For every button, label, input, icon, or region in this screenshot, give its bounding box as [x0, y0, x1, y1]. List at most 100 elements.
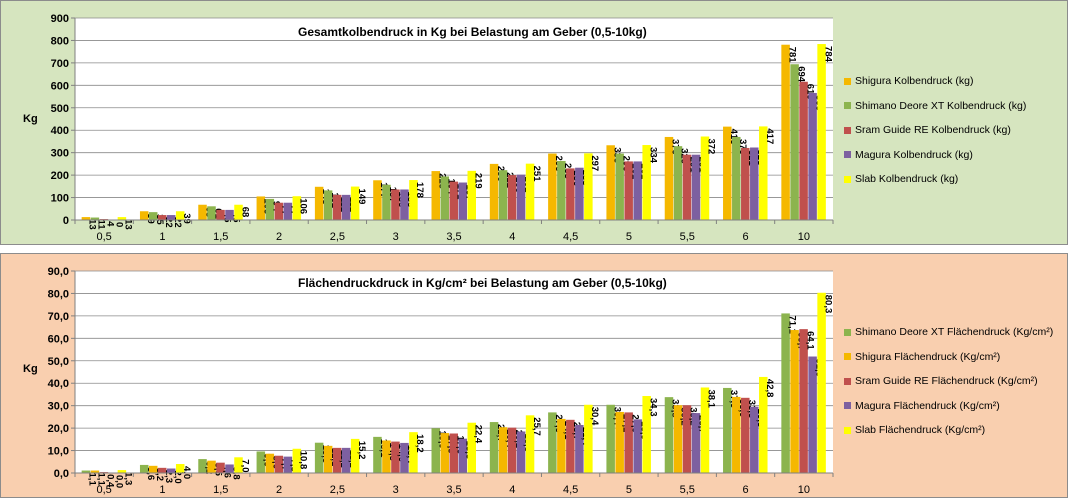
bar — [292, 448, 302, 473]
bar — [449, 181, 458, 220]
legend-label: Magura Kolbendruck (kg) — [855, 148, 973, 161]
legend-item: Shimano Deore XT Kolbendruck (kg) — [844, 94, 1026, 119]
y-axis-label-bottom: Kg — [23, 363, 38, 375]
bar — [642, 396, 651, 473]
bar — [741, 397, 750, 473]
legend-label: Slab Flächendruck (Kg/cm²) — [855, 424, 986, 437]
x-tick-label: 5,5 — [680, 484, 695, 496]
data-label: 334 — [647, 147, 658, 164]
bar — [332, 194, 342, 220]
bar — [283, 202, 293, 220]
bar — [624, 412, 633, 473]
bar — [292, 196, 302, 220]
legend-swatch — [844, 328, 851, 336]
bar — [548, 412, 557, 473]
data-label: 694 — [795, 66, 806, 83]
legend-swatch — [844, 175, 851, 183]
data-label: 251 — [531, 166, 542, 183]
bar — [225, 464, 234, 473]
bar — [175, 464, 185, 473]
data-label: 149 — [356, 189, 367, 205]
bar — [391, 189, 400, 220]
x-tick-label: 1 — [159, 231, 165, 243]
bar — [817, 292, 826, 473]
bar — [467, 170, 476, 220]
bar — [750, 406, 759, 473]
y-tick-label: 800 — [51, 35, 69, 47]
bar — [516, 174, 526, 220]
x-tick-label: 2,5 — [330, 231, 345, 243]
bar — [382, 184, 391, 220]
bar — [440, 433, 449, 473]
x-tick-label: 5 — [626, 484, 632, 496]
bar — [166, 215, 176, 220]
bar — [516, 431, 526, 473]
data-label: 1,1 — [87, 473, 98, 487]
bar — [498, 427, 508, 473]
legend-swatch — [844, 102, 851, 110]
bar — [323, 445, 333, 473]
bar — [314, 442, 324, 473]
bar — [673, 405, 683, 473]
bar — [382, 440, 391, 473]
bar — [781, 44, 790, 220]
data-label: 13 — [123, 219, 134, 230]
bar — [157, 467, 167, 473]
data-label: 39 — [181, 213, 192, 224]
data-label: 297 — [589, 155, 600, 171]
bar — [575, 424, 584, 473]
legend-label: Magura Flächendruck (Kg/cm²) — [855, 399, 1000, 412]
data-label: 616 — [804, 84, 815, 100]
data-label: 4 — [105, 221, 116, 227]
bar — [723, 387, 732, 473]
legend-item: Magura Flächendruck (Kg/cm²) — [844, 394, 1053, 419]
data-label: 22 — [163, 217, 174, 228]
bar — [350, 438, 360, 473]
bar — [732, 396, 741, 473]
bar — [265, 198, 275, 220]
bar — [81, 470, 91, 473]
bar — [498, 170, 508, 220]
x-tick-label: 1 — [159, 484, 165, 496]
bar — [256, 196, 266, 220]
bar — [642, 145, 651, 220]
bar — [400, 189, 409, 220]
x-tick-label: 4,5 — [563, 231, 578, 243]
data-label: 42,8 — [764, 379, 775, 398]
y-tick-label: 700 — [51, 58, 69, 70]
data-label: 106 — [298, 198, 309, 214]
bar — [314, 186, 324, 220]
y-tick-label: 100 — [51, 193, 69, 205]
bar — [117, 470, 127, 473]
bar — [409, 432, 418, 473]
bar — [431, 428, 440, 473]
legend-item: Slab Flächendruck (Kg/cm²) — [844, 418, 1053, 443]
bar — [790, 330, 799, 473]
y-tick-label: 90,0 — [48, 266, 69, 278]
bar — [790, 64, 799, 220]
x-tick-label: 6 — [742, 231, 748, 243]
bar — [265, 453, 275, 473]
bar — [606, 145, 615, 220]
bar — [691, 413, 701, 473]
data-label: 7,0 — [239, 459, 250, 472]
x-tick-label: 2 — [276, 484, 282, 496]
bar — [148, 212, 158, 220]
data-label: 22,4 — [473, 425, 484, 444]
x-tick-label: 4 — [509, 231, 515, 243]
legend-label: Slab Kolbendruck (kg) — [855, 173, 959, 186]
bar — [216, 209, 225, 220]
x-tick-label: 0,5 — [97, 231, 112, 243]
data-label: 784 — [822, 46, 833, 63]
bar — [440, 176, 449, 220]
x-tick-label: 6 — [742, 484, 748, 496]
data-label: 0,0 — [114, 475, 125, 488]
bar — [633, 161, 642, 220]
y-tick-label: 0,0 — [54, 468, 69, 480]
legend-item: Sram Guide RE Kolbendruck (kg) — [844, 118, 1026, 143]
legend-item: Shigura Kolbendruck (kg) — [844, 69, 1026, 94]
bar — [664, 397, 674, 473]
bar — [400, 442, 409, 473]
x-tick-label: 1,5 — [213, 484, 228, 496]
data-label: 0,4 — [105, 474, 116, 488]
